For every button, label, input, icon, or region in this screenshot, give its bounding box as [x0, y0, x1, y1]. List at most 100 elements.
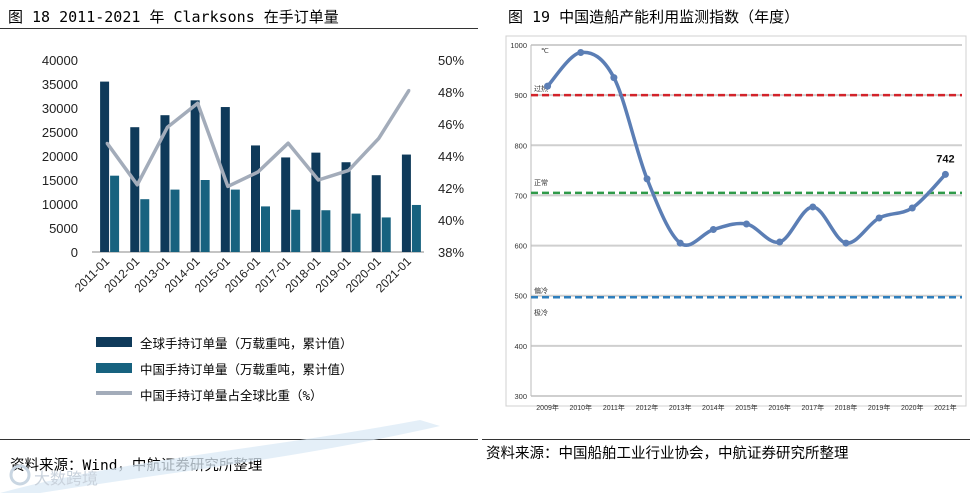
share-point: [256, 170, 260, 174]
index-point: [577, 49, 585, 57]
share-point: [377, 136, 381, 140]
legend-swatch-global-bar: [96, 337, 132, 347]
bar-china: [351, 213, 361, 252]
index-point: [941, 170, 949, 178]
x-tick-label: 2012年: [636, 403, 659, 412]
index-point: [709, 226, 717, 234]
legend-label-global: 全球手持订单量（万载重吨，累计值）: [140, 336, 353, 351]
bar-china: [200, 180, 210, 252]
right-source-rule: [482, 439, 970, 440]
bar-global: [130, 127, 140, 252]
bar-china: [411, 204, 421, 252]
x-tick-label: 2019年: [868, 403, 891, 412]
y-tick-label: 300: [514, 392, 527, 401]
y-tick-label: 5000: [49, 221, 78, 236]
x-tick-label: 2014年: [702, 403, 725, 412]
index-point: [544, 82, 552, 90]
reference-label: 偏冷: [534, 286, 548, 295]
end-value-label: 742: [936, 153, 954, 165]
y-tick-label: 600: [514, 242, 527, 251]
y-tick-label: 0: [71, 245, 78, 260]
y-tick-label: 700: [514, 191, 527, 200]
x-tick-label: 2015年: [735, 403, 758, 412]
x-tick-label: 2011年: [603, 403, 625, 412]
bar-global: [371, 175, 381, 252]
x-tick-label: 2013年: [669, 403, 692, 412]
left-chart: 0 5000 10000 15000 20000 25000 30000 35000 40000…: [42, 53, 465, 295]
index-point: [809, 203, 817, 211]
y-tick-label: 400: [514, 342, 527, 351]
share-point: [407, 88, 411, 92]
index-line: [545, 50, 948, 247]
reference-label: 过热: [534, 84, 548, 93]
y-tick-label: 900: [514, 91, 527, 100]
y-tick-label: 10000: [42, 197, 78, 212]
x-tick-label: 2017年: [802, 403, 825, 412]
y-tick-label: 30000: [42, 101, 78, 116]
y2-tick-label: 48%: [438, 85, 464, 100]
bar-china: [110, 175, 120, 252]
watermark-text: 大数跨境: [34, 469, 99, 488]
bar-china: [321, 210, 331, 252]
bar-china: [230, 189, 240, 252]
y-tick-label: 15000: [42, 173, 78, 188]
y2-tick-label: 40%: [438, 213, 464, 228]
right-chart-frame: [505, 35, 967, 407]
share-point: [286, 141, 290, 145]
y2-tick-label: 46%: [438, 117, 464, 132]
bar-china: [170, 189, 180, 252]
share-point: [347, 168, 351, 172]
left-title-rule: [0, 28, 478, 29]
share-point: [196, 101, 200, 105]
left-source-rule: [0, 439, 478, 440]
x-tick-label: 2018年: [835, 403, 858, 412]
x-tick-label: 2021年: [934, 403, 957, 412]
right-chart-title: 图 19 中国造船产能利用监测指数（年度）: [508, 8, 800, 26]
legend-label-share: 中国手持订单量占全球比重（%）: [140, 388, 323, 403]
bar-china: [381, 217, 391, 252]
x-tick-label: 2009年: [536, 403, 559, 412]
share-point: [316, 178, 320, 182]
bar-global: [281, 157, 291, 252]
legend-swatch-share-line: [96, 391, 132, 395]
y-tick-label: 35000: [42, 77, 78, 92]
x-tick-label: 2010年: [569, 403, 592, 412]
y-tick-label: 1000: [510, 41, 527, 50]
y-tick-label: 40000: [42, 53, 78, 68]
share-point: [105, 141, 109, 145]
index-point: [743, 220, 750, 228]
index-point: [643, 175, 651, 183]
bar-global: [100, 81, 110, 252]
bar-global: [341, 162, 351, 252]
share-point: [226, 184, 230, 188]
bar-global: [401, 154, 411, 252]
index-point: [875, 214, 883, 222]
right-source: 资料来源：中国船舶工业行业协会，中航证券研究所整理: [486, 446, 849, 462]
bar-china: [291, 209, 301, 252]
x-tick-label: 2020年: [901, 403, 924, 412]
y-tick-label: 20000: [42, 149, 78, 164]
x-tick-label: 2016年: [768, 403, 791, 412]
bar-global: [190, 100, 200, 252]
bar-china: [140, 199, 150, 252]
index-point: [776, 238, 784, 246]
degree-label: ℃: [541, 48, 549, 55]
y-tick-label: 25000: [42, 125, 78, 140]
index-point: [610, 74, 618, 82]
bar-china: [261, 206, 270, 252]
share-point: [165, 125, 169, 129]
extreme-cold-label: 极冷: [534, 308, 548, 317]
bar-global: [311, 152, 321, 252]
legend-label-china: 中国手持订单量（万载重吨，累计值）: [140, 362, 353, 377]
y2-tick-label: 38%: [438, 245, 464, 260]
y2-tick-label: 42%: [438, 181, 464, 196]
share-point: [135, 183, 139, 187]
y-tick-label: 500: [514, 292, 527, 301]
index-point: [676, 239, 684, 247]
left-chart-title: 图 18 2011-2021 年 Clarksons 在手订单量: [8, 8, 339, 26]
bar-global: [251, 145, 260, 252]
legend-swatch-china-bar: [96, 363, 132, 373]
y2-tick-label: 50%: [438, 53, 464, 68]
reference-label: 正常: [534, 178, 548, 187]
